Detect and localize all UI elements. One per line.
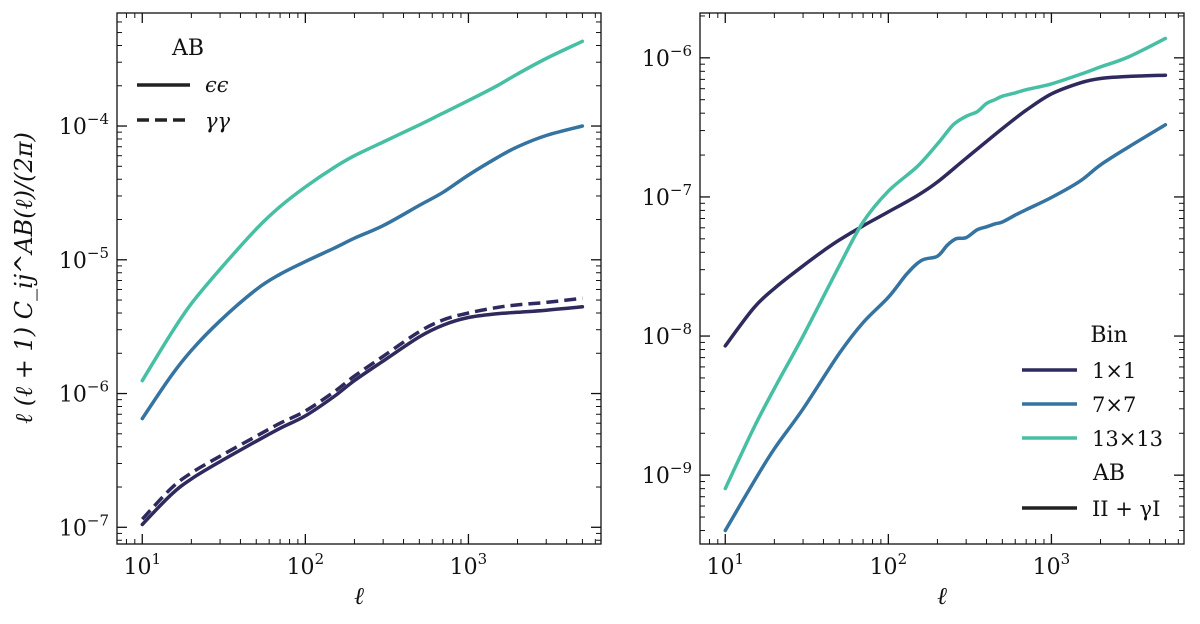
left-panel: 101 102 103 10−7 10−6 10−5 10−4 ℓ ℓ (ℓ + 1) C_… xyxy=(10,12,602,610)
x-tick-label-0: 101 xyxy=(123,550,161,580)
series-line-7x7-ii-i xyxy=(723,123,1168,533)
legend-label-epsilon-epsilon: ϵϵ xyxy=(205,73,229,97)
series-line-1x1 xyxy=(141,296,583,521)
right-axis-ticks: 101 102 103 10−9 10−8 10−7 10−6 xyxy=(642,13,1184,580)
right-legend-bin-title: Bin xyxy=(1090,323,1127,348)
legend-label-bin-1x1: 1×1 xyxy=(1092,359,1136,383)
series-line-7x7 xyxy=(140,124,585,421)
x-tick-label-2: 103 xyxy=(450,550,488,580)
left-y-axis-label: ℓ (ℓ + 1) C_ij^AB(ℓ)/(2π) xyxy=(10,132,38,424)
y-tick-label-3: 10−6 xyxy=(642,42,692,72)
left-x-axis-label: ℓ xyxy=(354,582,364,610)
right-legend-ab-title: AB xyxy=(1092,461,1125,486)
right-legend: Bin 1×1 7×7 13×13 AB II + γI xyxy=(1022,323,1163,521)
series-line-1x1-ii-i xyxy=(723,73,1168,348)
left-axis-ticks: 101 102 103 10−7 10−6 10−5 10−4 xyxy=(59,13,601,580)
left-plot-series xyxy=(140,39,585,527)
x-tick-label-2: 103 xyxy=(1033,550,1071,580)
left-legend-title: AB xyxy=(171,36,204,61)
x-tick-label-0: 101 xyxy=(706,550,744,580)
y-tick-label-0: 10−7 xyxy=(59,511,109,541)
legend-label-ii-plus-gamma-i: II + γI xyxy=(1092,497,1160,521)
series-line-13x13 xyxy=(140,39,585,383)
x-tick-label-1: 102 xyxy=(287,550,325,580)
right-x-axis-label: ℓ xyxy=(937,582,947,610)
y-tick-label-0: 10−9 xyxy=(642,459,692,489)
right-plot-frame xyxy=(699,12,1185,545)
left-plot-frame xyxy=(116,12,602,545)
y-tick-label-1: 10−6 xyxy=(59,378,109,408)
series-line-13x13-ii-i xyxy=(723,36,1168,491)
x-tick-label-1: 102 xyxy=(870,550,908,580)
right-panel: 101 102 103 10−9 10−8 10−7 10−6 ℓ Bin 1×1 7×7 … xyxy=(642,12,1185,610)
legend-label-gamma-gamma: γγ xyxy=(205,109,231,133)
legend-label-bin-13x13: 13×13 xyxy=(1092,427,1163,451)
y-tick-label-2: 10−7 xyxy=(642,181,692,211)
y-tick-label-2: 10−5 xyxy=(59,244,109,274)
right-plot-series xyxy=(723,36,1168,533)
series-line-1x1 xyxy=(140,305,585,527)
left-legend: AB ϵϵ γγ xyxy=(137,36,231,133)
legend-label-bin-7x7: 7×7 xyxy=(1092,393,1136,417)
y-tick-label-1: 10−8 xyxy=(642,320,692,350)
y-tick-label-3: 10−4 xyxy=(59,110,109,140)
